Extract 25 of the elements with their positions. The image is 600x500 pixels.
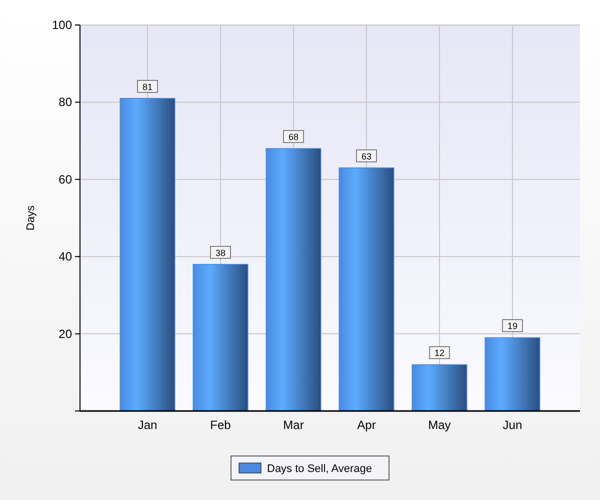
x-tick-label: May (428, 418, 451, 432)
x-tick-label: Feb (210, 418, 232, 432)
x-tick-label: Apr (357, 418, 376, 432)
data-label: 38 (216, 248, 226, 258)
data-label: 63 (361, 151, 372, 162)
x-tick-label: Jun (502, 418, 522, 432)
legend-label: Days to Sell, Average (267, 463, 372, 475)
y-tick-label: 80 (58, 95, 72, 110)
x-tick-label: Jan (138, 418, 158, 432)
data-label: 68 (288, 132, 299, 142)
y-tick-label: 100 (52, 18, 72, 32)
y-tick-label: 40 (58, 250, 72, 264)
data-label: 19 (507, 321, 518, 332)
bar (120, 98, 176, 412)
bar (266, 148, 322, 412)
data-label: 81 (142, 82, 153, 92)
data-label: 12 (434, 348, 444, 358)
bar (338, 167, 394, 412)
bar (412, 364, 468, 412)
bar (484, 337, 540, 412)
y-tick-label: 60 (58, 172, 72, 186)
y-axis-title: Days (25, 204, 37, 231)
bar (192, 264, 248, 412)
y-tick-label: 20 (58, 326, 72, 341)
x-tick-label: Mar (283, 418, 304, 432)
